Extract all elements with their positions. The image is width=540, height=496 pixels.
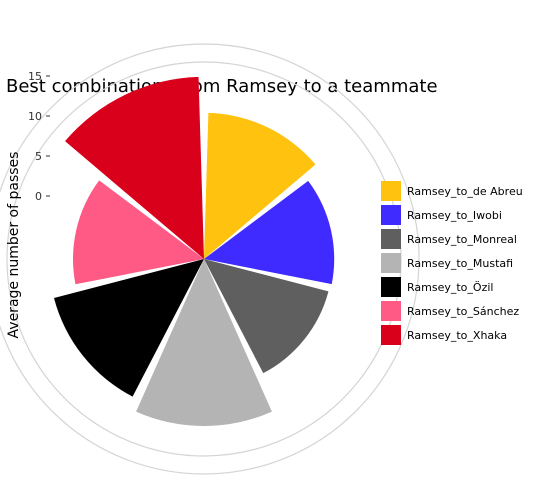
legend-swatch [381,253,401,273]
y-axis: 0 5 10 15 [28,70,50,203]
legend-label: Ramsey_to_Özil [407,281,493,294]
bar-ramsey-to-zil [53,259,204,397]
legend-label: Ramsey_to_Sánchez [407,305,519,318]
y-tick-label: 0 [35,190,42,203]
legend-label: Ramsey_to_Iwobi [407,209,502,222]
legend-swatch [381,181,401,201]
bar-ramsey-to-de-abreu [204,112,316,260]
chart-title: Best combinations from Ramsey to a teamm… [6,76,438,97]
legend-swatch [381,229,401,249]
y-tick-label: 15 [28,70,42,83]
legend: Ramsey_to_de Abreu Ramsey_to_Iwobi Ramsey_… [381,181,523,345]
bar-ramsey-to-s-nchez [73,180,204,285]
legend-swatch [381,325,401,345]
legend-label: Ramsey_to_Xhaka [407,329,507,342]
legend-swatch [381,277,401,297]
legend-label: Ramsey_to_Mustafi [407,257,513,270]
bar-series [53,76,335,427]
legend-label: Ramsey_to_Monreal [407,233,517,246]
bar-ramsey-to-monreal [204,259,329,374]
legend-label: Ramsey_to_de Abreu [407,185,523,198]
y-axis-label: Average number of passes [6,152,22,339]
legend-swatch [381,301,401,321]
bar-ramsey-to-iwobi [204,180,335,285]
y-tick-label: 5 [35,150,42,163]
legend-swatch [381,205,401,225]
bar-ramsey-to-xhaka [65,76,205,259]
bar-ramsey-to-mustafi [136,259,272,427]
y-tick-label: 10 [28,110,42,123]
grid-circle [0,43,420,475]
